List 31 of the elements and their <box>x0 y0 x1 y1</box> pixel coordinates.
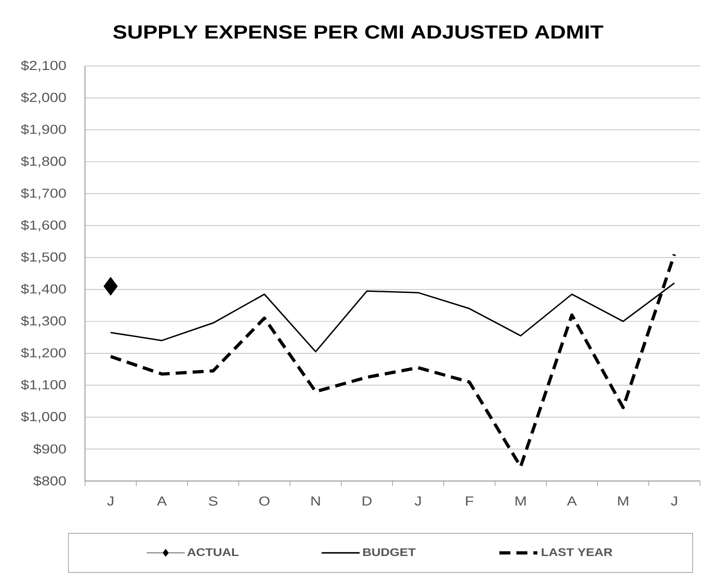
x-tick-label: M <box>516 496 526 506</box>
y-tick-label: $1,300 <box>20 316 66 328</box>
line-series <box>109 252 676 468</box>
y-tick-label: $1,200 <box>20 348 66 359</box>
y-tick-label: $1,900 <box>20 124 66 136</box>
x-tick-label: N <box>311 496 320 506</box>
x-tick-label: J <box>670 496 678 506</box>
x-tick-label: J <box>414 496 421 506</box>
chart-title: SUPPLY EXPENSE PER CMI ADJUSTED ADMIT <box>113 25 604 39</box>
y-tick-label: $1,700 <box>20 188 66 200</box>
y-tick-label: $1,400 <box>20 284 66 296</box>
y-tick-label: $1,800 <box>20 156 66 168</box>
x-tick-label: O <box>259 496 270 506</box>
legend-label: ACTUAL <box>187 548 239 556</box>
legend-label: LAST YEAR <box>542 548 612 556</box>
x-tick-label: F <box>466 496 474 506</box>
y-tick-label: $1,000 <box>20 411 66 423</box>
y-tick-label: $1,600 <box>20 220 66 232</box>
x-tick-label: J <box>107 496 114 506</box>
y-tick-label: $1,500 <box>20 252 66 264</box>
y-tick-label: $2,100 <box>20 60 66 72</box>
x-tick-label: A <box>156 496 167 506</box>
y-tick-label: $2,000 <box>20 92 66 104</box>
x-tick-label: S <box>208 496 218 506</box>
x-tick-label: A <box>566 496 577 506</box>
y-tick-label: $900 <box>33 444 66 454</box>
legend-label: BUDGET <box>363 548 416 556</box>
y-tick-label: $800 <box>33 476 66 486</box>
x-tick-label: M <box>618 496 628 506</box>
x-tick-label: D <box>362 496 372 506</box>
y-tick-label: $1,100 <box>20 380 66 391</box>
